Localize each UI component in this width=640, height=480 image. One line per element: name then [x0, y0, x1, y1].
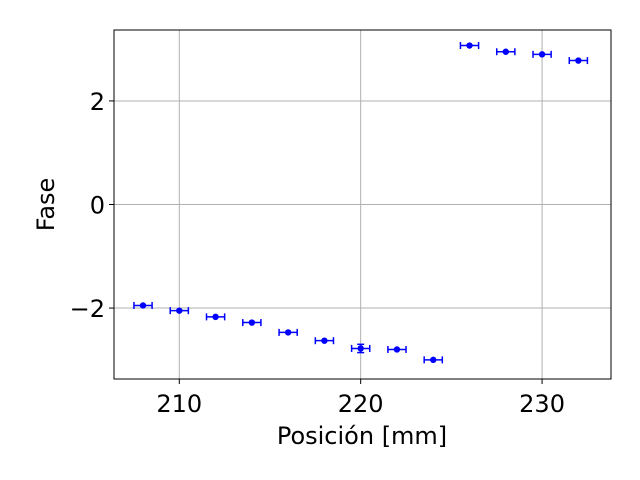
data-point [423, 356, 444, 364]
data-point [387, 345, 407, 353]
data-point [459, 42, 480, 50]
x-tick-label: 230 [519, 390, 565, 418]
y-tick-label: 2 [90, 88, 105, 116]
marker [176, 307, 183, 314]
x-tick-label: 210 [156, 390, 202, 418]
marker [284, 329, 292, 336]
data-point [133, 301, 153, 309]
marker [538, 51, 546, 58]
marker [139, 302, 147, 309]
marker [212, 313, 219, 321]
data-point [350, 343, 371, 354]
marker [430, 356, 437, 364]
marker [466, 42, 473, 49]
data-point [532, 50, 552, 58]
marker [248, 319, 256, 326]
data-point [278, 328, 298, 336]
marker [575, 57, 582, 64]
data-points [133, 42, 589, 364]
marker [393, 346, 401, 353]
data-point [205, 313, 226, 321]
data-point [568, 57, 589, 65]
marker [502, 48, 509, 55]
y-axis-label: Fase [32, 178, 60, 232]
y-tick-label: 0 [90, 192, 105, 220]
data-point [242, 319, 262, 327]
data-point [314, 337, 335, 345]
x-tick-label: 220 [338, 390, 384, 418]
marker [321, 337, 328, 344]
ticks: 210 220 230 −2 0 2 [70, 88, 565, 418]
x-axis-label: Posición [mm] [277, 422, 447, 450]
data-point [169, 307, 190, 315]
y-tick-label: −2 [70, 295, 105, 323]
marker [357, 345, 364, 352]
grid [114, 30, 611, 379]
data-point [495, 48, 516, 56]
